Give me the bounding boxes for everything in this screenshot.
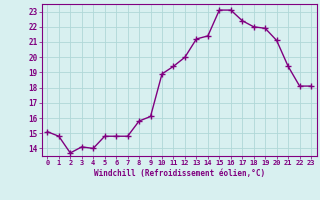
X-axis label: Windchill (Refroidissement éolien,°C): Windchill (Refroidissement éolien,°C) xyxy=(94,169,265,178)
